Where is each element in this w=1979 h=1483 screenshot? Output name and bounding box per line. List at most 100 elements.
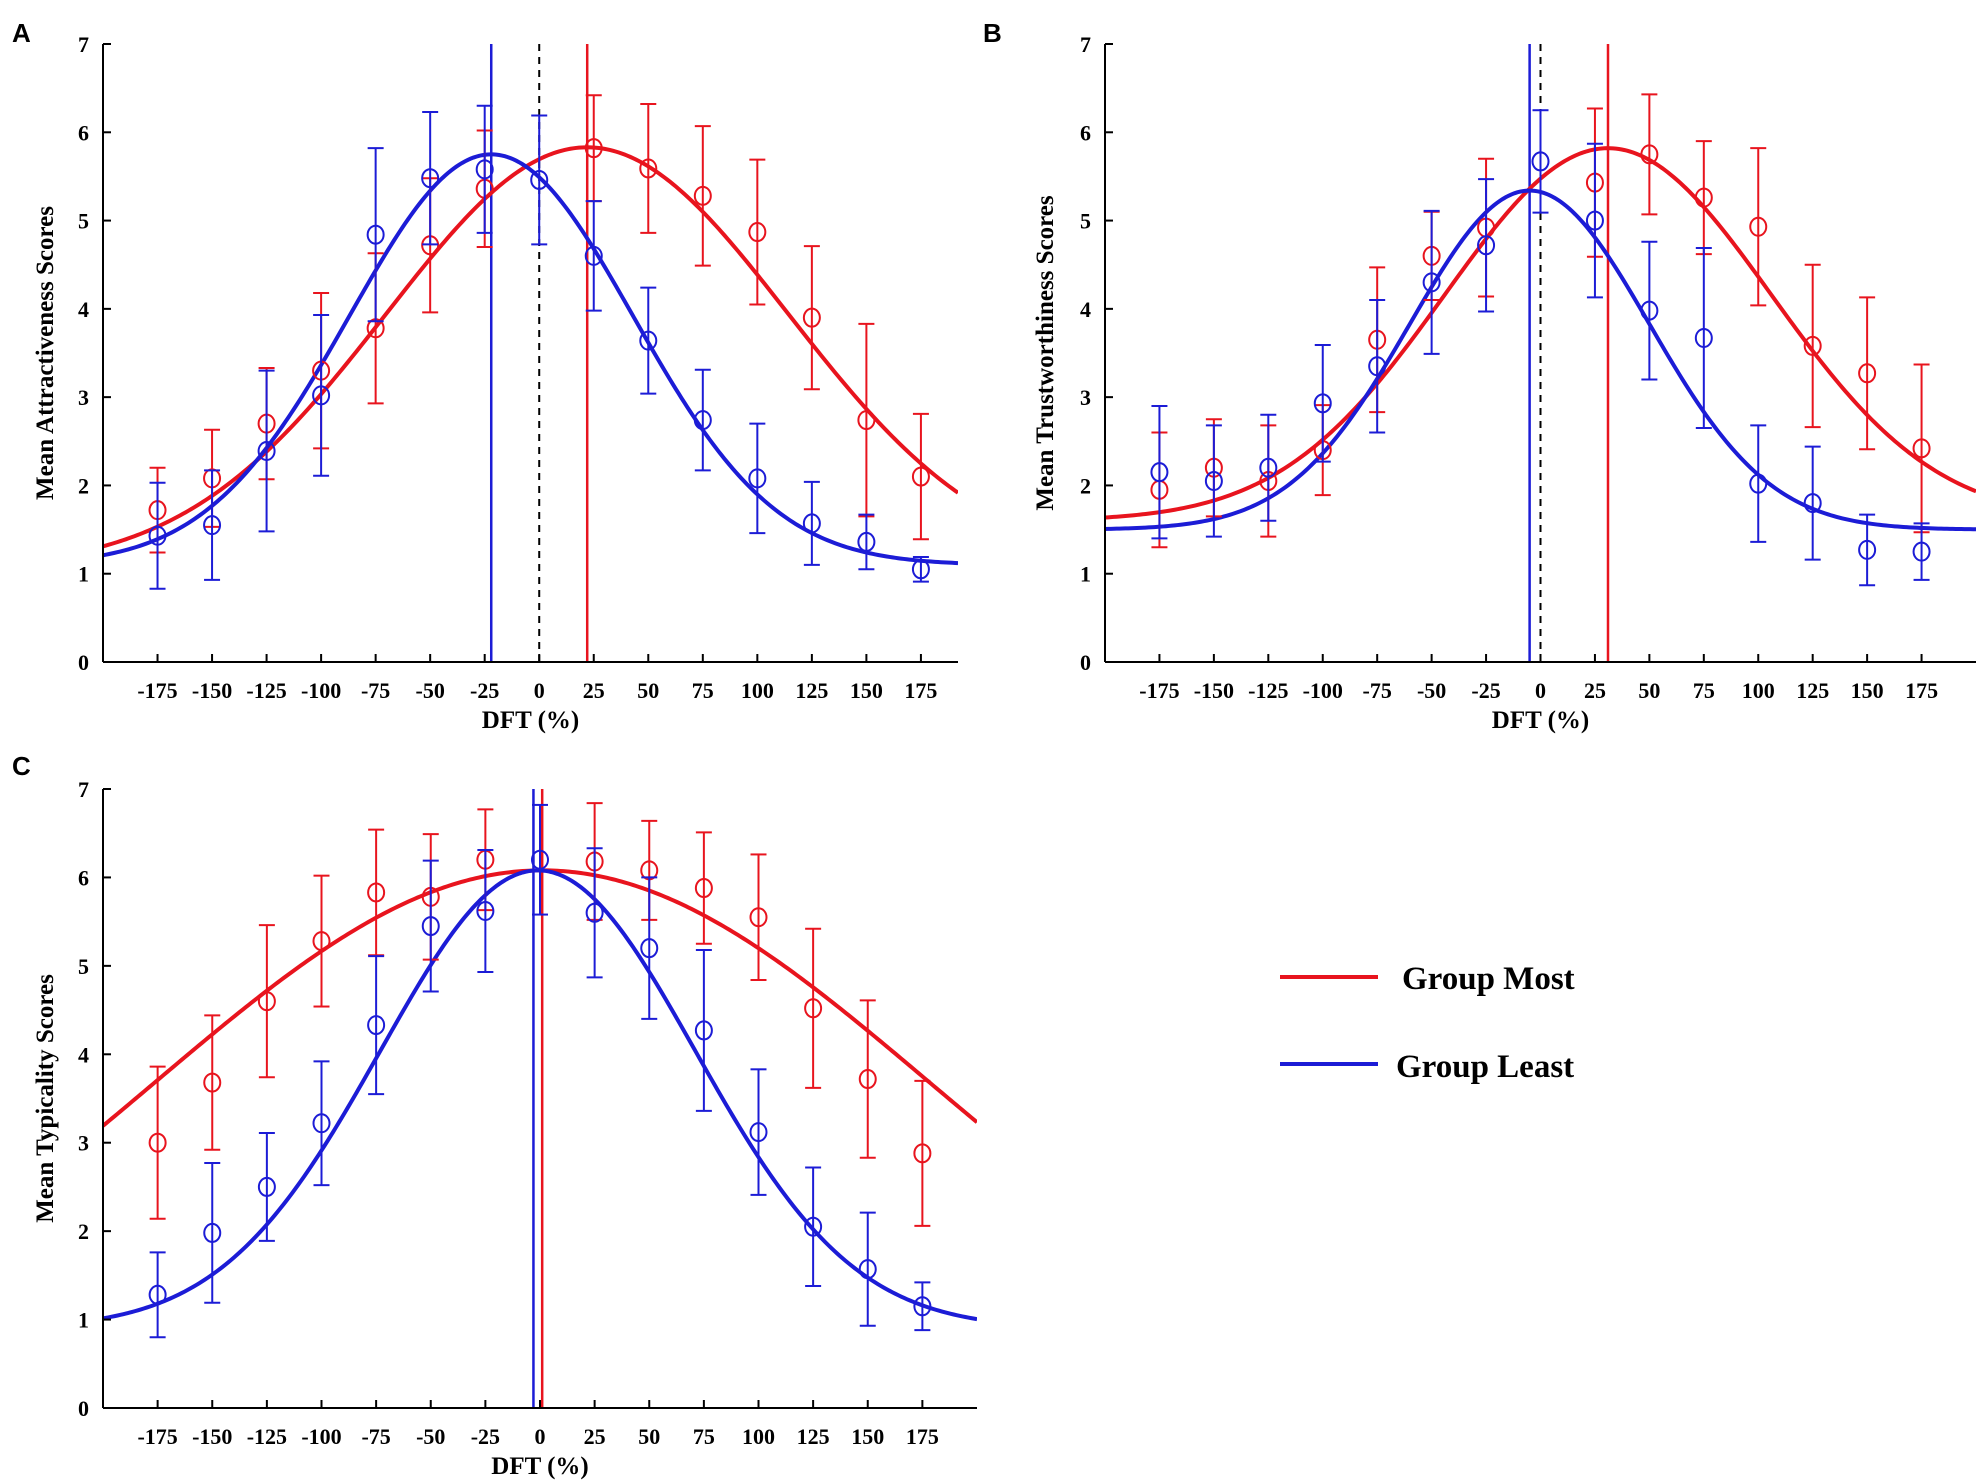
x-tick-label: -150 [192,1424,232,1449]
x-tick-label: 0 [534,678,545,703]
data-point-group-least [421,168,440,189]
x-tick-label: 100 [742,1424,775,1449]
y-tick-label: 6 [78,120,89,145]
legend-label-group-most: Group Most [1402,961,1575,997]
y-tick-label: 3 [78,385,89,410]
data-point-group-least [203,1222,222,1243]
panel-a: A 0 1 2 3 4 5 6 7 -175 -150 -125 -100 -75 -50 -25 0 25 50 7… [12,18,958,734]
x-tick-label: -125 [247,1424,287,1449]
x-tick-label: -25 [470,678,499,703]
panel-label: A [12,18,31,48]
data-point-group-least [1259,457,1278,478]
data-point-group-least [1477,235,1496,256]
panel-b: B 0 1 2 3 4 5 6 7 -175 -150 -125 -100 -75 -50 -25 0 25 50 7… [983,18,1976,734]
x-tick-label: 75 [693,1424,715,1449]
x-tick-label: -100 [1303,678,1343,703]
data-point-group-most [857,410,876,431]
data-point-group-most [913,1143,932,1164]
x-tick-label: 175 [904,678,937,703]
x-tick-label: 100 [741,678,774,703]
x-tick-label: -50 [1417,678,1446,703]
x-tick-label: -175 [1139,678,1179,703]
data-point-group-least [913,1296,932,1317]
data-point-group-least [367,1015,386,1036]
y-tick-label: 5 [1080,209,1091,234]
x-tick-label: 75 [1693,678,1715,703]
data-point-group-most [858,1069,877,1090]
data-point-group-least [1912,541,1931,562]
data-point-group-least [257,440,276,461]
x-tick-label: 75 [692,678,714,703]
fit-curve-group-most [103,145,958,549]
data-point-group-least [1150,462,1169,483]
legend: Group Most Group Least [1280,961,1575,1085]
y-tick-label: 7 [78,32,89,57]
data-point-group-least [1204,471,1223,492]
y-tick-label: 4 [78,297,89,322]
y-tick-label: 0 [78,650,89,675]
data-point-group-least [257,1176,276,1197]
data-point-group-most [748,222,767,243]
y-tick-label: 6 [1080,120,1091,145]
data-point-group-most [911,466,930,487]
data-point-group-most [1694,187,1713,208]
y-tick-label: 1 [78,1308,89,1333]
plot-area [103,44,958,662]
data-point-group-most [203,1072,222,1093]
data-point-group-least [1368,356,1387,377]
x-tick-label: -50 [416,678,445,703]
y-tick-label: 7 [78,777,89,802]
data-point-group-least [585,902,604,923]
x-tick-label: -75 [361,678,390,703]
y-tick-label: 5 [78,954,89,979]
data-point-group-most [693,185,712,206]
x-tick-label: -175 [137,678,177,703]
x-tick-label: -100 [301,1424,341,1449]
data-point-group-most [1640,144,1659,165]
data-point-group-least [748,468,767,489]
x-tick-label: 25 [1584,678,1606,703]
data-point-group-least [421,916,440,937]
x-tick-label: -125 [1248,678,1288,703]
x-tick-label: -125 [246,678,286,703]
data-point-group-most [802,307,821,328]
data-point-group-least [148,1284,167,1305]
fit-curve-group-least [103,868,977,1322]
x-tick-label: 25 [584,1424,606,1449]
x-tick-label: 0 [1535,678,1546,703]
data-point-group-least [475,159,494,180]
legend-label-group-least: Group Least [1396,1049,1574,1085]
data-point-group-least [1422,272,1441,293]
x-tick-label: -25 [471,1424,500,1449]
data-point-group-most [694,878,713,899]
data-point-group-least [693,410,712,431]
y-tick-label: 3 [1080,385,1091,410]
x-tick-label: -150 [192,678,232,703]
y-tick-label: 6 [78,865,89,890]
data-point-group-most [1912,438,1931,459]
y-tick-label: 1 [1080,562,1091,587]
x-tick-label: -175 [137,1424,177,1449]
x-axis-title: DFT (%) [1492,707,1589,734]
data-point-group-least [1694,327,1713,348]
x-tick-label: 50 [1638,678,1660,703]
y-tick-label: 4 [1080,297,1091,322]
data-point-group-most [639,158,658,179]
data-point-group-least [802,513,821,534]
data-point-group-most [257,991,276,1012]
x-axis-title: DFT (%) [491,1453,588,1480]
x-tick-label: -75 [361,1424,390,1449]
data-point-group-least [1803,493,1822,514]
data-point-group-least [858,1259,877,1280]
data-point-group-least [312,385,331,406]
x-tick-label: -75 [1363,678,1392,703]
y-axis-title: Mean Trustworthiness Scores [1032,195,1059,511]
y-tick-label: 0 [78,1396,89,1421]
x-tick-label: 25 [583,678,605,703]
y-tick-label: 2 [78,473,89,498]
data-point-group-least [1858,539,1877,560]
y-tick-label: 1 [78,562,89,587]
x-tick-label: 150 [1851,678,1884,703]
x-tick-label: -100 [301,678,341,703]
